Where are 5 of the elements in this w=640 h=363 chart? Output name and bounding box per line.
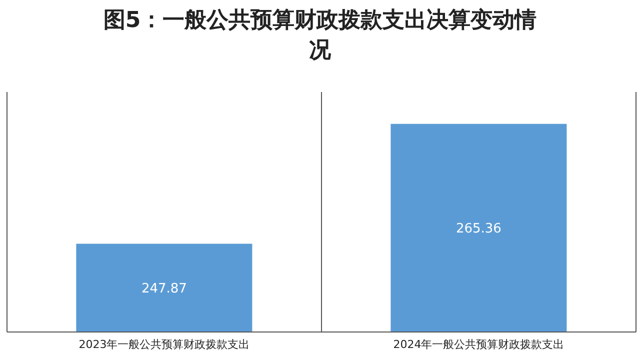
- chart-title: 图5：一般公共预算财政拨款支出决算变动情况: [102, 6, 538, 65]
- x-tick-label: 2023年一般公共预算财政拨款支出: [78, 338, 250, 351]
- data-label: 265.36: [456, 222, 502, 237]
- x-tick-label: 2024年一般公共预算财政拨款支出: [393, 338, 564, 351]
- data-label: 247.87: [141, 281, 187, 296]
